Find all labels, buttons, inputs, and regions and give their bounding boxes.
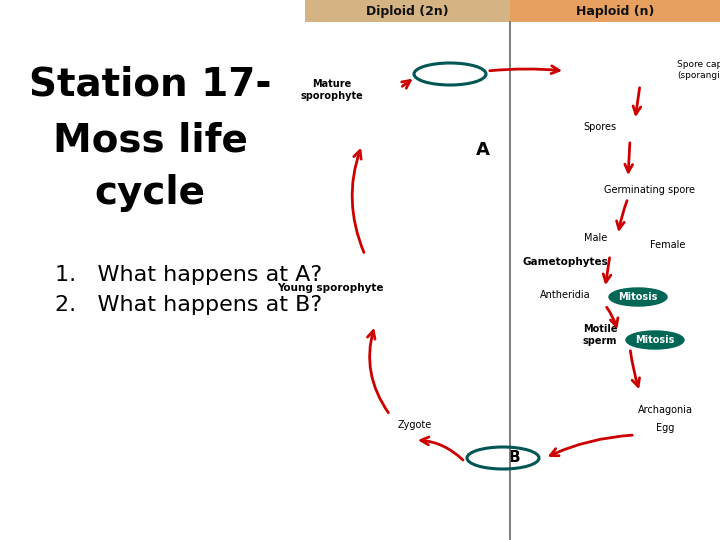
Bar — [534, 0, 555, 22]
Text: Germinating spore: Germinating spore — [605, 185, 696, 195]
Ellipse shape — [609, 288, 667, 306]
Bar — [409, 0, 431, 22]
Bar — [367, 0, 389, 22]
Text: Gametophytes: Gametophytes — [522, 257, 608, 267]
Text: 2.   What happens at B?: 2. What happens at B? — [55, 295, 322, 315]
Bar — [510, 0, 720, 22]
Text: Mature
sporophyte: Mature sporophyte — [301, 79, 364, 101]
Text: Haploid (n): Haploid (n) — [576, 4, 654, 17]
Text: Zygote: Zygote — [398, 420, 432, 430]
Text: Male: Male — [585, 233, 608, 243]
Bar — [637, 0, 659, 22]
Bar — [471, 0, 492, 22]
Text: Mitosis: Mitosis — [635, 335, 675, 345]
Bar — [595, 0, 617, 22]
Bar — [450, 0, 472, 22]
Text: Egg: Egg — [656, 423, 674, 433]
Text: Station 17-: Station 17- — [29, 66, 271, 104]
Bar — [699, 0, 720, 22]
Bar — [658, 0, 680, 22]
Bar — [492, 0, 513, 22]
Bar — [305, 0, 327, 22]
Text: cycle: cycle — [94, 174, 205, 212]
Bar — [513, 0, 534, 22]
Text: Spore capsule
(sporangium): Spore capsule (sporangium) — [677, 60, 720, 80]
Bar — [554, 0, 576, 22]
Text: Spores: Spores — [583, 122, 616, 132]
Text: B: B — [508, 450, 520, 465]
Bar — [346, 0, 368, 22]
Text: Archagonia: Archagonia — [637, 405, 693, 415]
Bar — [305, 0, 510, 22]
Text: Mitosis: Mitosis — [618, 292, 657, 302]
Text: Antheridia: Antheridia — [540, 290, 590, 300]
Ellipse shape — [626, 331, 684, 349]
Bar — [616, 0, 638, 22]
Text: Female: Female — [650, 240, 685, 250]
Text: A: A — [476, 141, 490, 159]
Text: Diploid (2n): Diploid (2n) — [366, 4, 449, 17]
Bar — [388, 0, 410, 22]
Bar — [325, 0, 348, 22]
Bar — [678, 0, 701, 22]
Text: Motile
sperm: Motile sperm — [582, 324, 617, 346]
Text: Moss life: Moss life — [53, 121, 248, 159]
Bar — [430, 0, 451, 22]
Bar — [575, 0, 596, 22]
Text: 1.   What happens at A?: 1. What happens at A? — [55, 265, 322, 285]
Text: Young sporophyte: Young sporophyte — [276, 283, 383, 293]
